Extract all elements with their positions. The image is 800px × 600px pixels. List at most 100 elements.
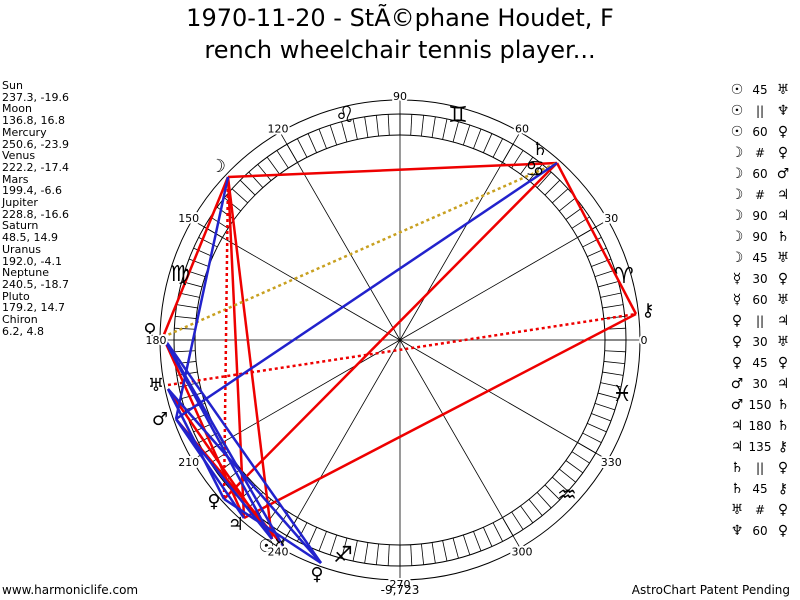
ring-tick [329,124,338,146]
aspect-planet: ♀ [777,124,789,140]
aspect-type: # [754,188,766,202]
ring-tick [536,171,552,188]
aspect-type: 45 [752,251,768,265]
ring-tick [257,164,272,181]
aspect-planet: ⚷ [777,439,789,455]
title: rench wheelchair tennis player... [204,36,596,64]
aspect-row: ☉ || ♆ [727,101,793,122]
aspect-planet: ♃ [776,187,790,203]
aspect-line [167,388,322,564]
aspect-planet: ♃ [776,208,790,224]
ring-tick [188,258,209,267]
ring-tick [528,164,543,181]
spoke [399,339,609,461]
degree-label: 180 [146,334,167,347]
aspect-planet: ♃ [730,439,744,455]
ring-tick [421,543,425,565]
aspect-planet: ☉ [730,82,744,98]
aspect-planet: ♀ [731,313,743,329]
planet-glyph: ♃ [228,514,244,535]
spoke [399,131,521,341]
ring-tick [483,527,493,547]
ring-tick [582,237,602,248]
ring-tick [174,350,196,353]
sign-glyph: ♍ [170,262,190,287]
footer-right: AstroChart Patent Pending [631,583,790,597]
aspect-type: 90 [752,209,768,223]
aspect-planet: ♅ [776,82,790,98]
aspect-planet: ♀ [777,271,789,287]
aspect-row: ♃ 180 ♄ [727,416,793,437]
ring-tick [511,511,524,530]
planet-name: Sun [2,79,23,92]
aspect-planet: ♄ [776,397,790,413]
ring-tick [239,179,256,196]
ring-tick [462,124,471,146]
aspect-planet: ☽ [730,250,744,266]
ring-tick [341,537,348,559]
planet-glyph: ⚷ [641,300,654,321]
degree-label: 210 [178,456,199,469]
ring-tick [582,432,602,443]
aspect-row: ♀ 45 ♀ [727,353,793,374]
sign-glyph: ♈ [614,264,634,289]
aspect-type: 45 [752,356,768,370]
sign-glyph: ♋ [525,157,545,182]
spoke [399,219,609,341]
aspect-type: 45 [752,83,768,97]
degree-label: 180 [146,334,167,347]
ring-tick [318,531,327,552]
ring-tick [231,188,248,204]
degree-label: 60 [515,123,529,136]
degree-label: 150 [178,212,199,225]
planet-coords: 222.2, -17.4 [2,160,69,174]
ring-tick [410,544,413,566]
aspect-type: 30 [752,335,768,349]
degree-label: 60 [515,123,529,136]
aspect-type: 60 [752,167,768,181]
sign-glyph: ♊ [448,103,468,128]
ring-tick [452,537,459,559]
aspect-line [226,176,274,540]
degree-label: 90 [393,90,407,103]
aspect-planet: ♃ [776,313,790,329]
degree-label: 330 [601,456,622,469]
aspect-list: ☉ 45 ♅ ☉ || ♆ ☉ 60 ♀ ☽ # ♀ ☽ 60 ♂ ☽ # ♃ ☽ 90 ♃ ☽ 90 ♄ ☽ 45 ♅ ☿ 30 ♀ ☿ 6… [727,80,793,542]
planet-glyph: ♅ [148,375,164,396]
planet-coords: 136.8, 16.8 [2,114,65,128]
aspect-planet: ☉ [730,103,744,119]
aspect-row: ♄ || ♀ [727,458,793,479]
planet-name: Venus [2,149,36,163]
spoke [279,131,401,341]
aspect-planet: ☽ [730,145,744,161]
planet-glyph: ♀ [143,320,156,341]
aspect-planet: ♀ [731,355,743,371]
ring-tick [571,451,590,464]
degree-label: 210 [178,456,199,469]
aspect-row: ♃ 135 ⚷ [727,437,793,458]
aspect-planet: ♂ [776,166,790,182]
sign-glyphs: ♌ ♊ ♋ ♈ ♓ ♒ ♐ ♍ [170,103,634,568]
center-label: -9,723 [381,583,420,597]
ring-tick [276,150,289,169]
planet-coords: 199.4, -6.6 [2,184,62,198]
degree-label: 270 [390,578,411,591]
aspect-type: || [755,461,765,475]
planet-coords: 6.2, 4.8 [2,324,44,338]
ring-tick [559,197,576,212]
aspect-line [243,312,637,520]
ring-tick [352,118,358,140]
planet-glyph: ♀ [310,564,323,585]
aspect-planet: ♆ [776,103,790,119]
planet-coords: 250.6, -23.9 [2,137,69,151]
aspect-type: || [755,104,765,118]
aspect-row: ♂ 30 ♃ [727,374,793,395]
aspect-type: 60 [752,524,768,538]
degree-label: 30 [604,212,618,225]
ring-tick [248,171,264,188]
planet-coords: 179.2, 14.7 [2,301,65,315]
ring-tick [307,133,317,153]
ring-tick [175,315,197,319]
ring-tick [597,392,619,399]
